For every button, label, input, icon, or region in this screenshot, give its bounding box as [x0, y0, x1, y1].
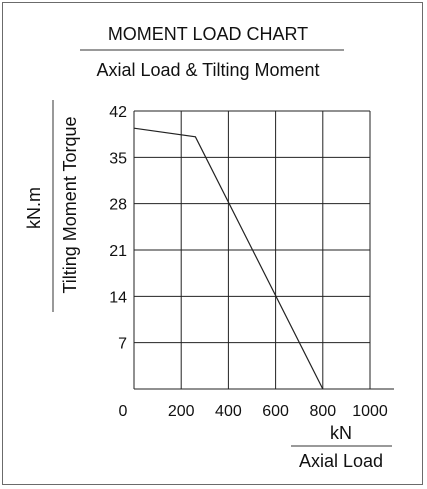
chart-title: MOMENT LOAD CHART	[108, 24, 308, 44]
y-tick-label-1: 14	[109, 289, 127, 306]
tick-labels: 0 200 400 600 800 1000 7 14 21 28 35 42	[109, 104, 388, 420]
x-tick-label-5: 1000	[352, 403, 388, 420]
y-axis-unit-label: kN.m	[24, 187, 44, 229]
y-tick-label-3: 28	[109, 197, 127, 214]
x-tick-label-0: 0	[119, 403, 128, 420]
chart-frame	[2, 2, 423, 485]
x-axis-unit-label: kN	[330, 423, 352, 443]
y-axis-title: Tilting Moment Torque	[60, 116, 80, 293]
series-group	[133, 127, 324, 390]
series-line-0	[133, 127, 324, 390]
y-tick-label-4: 35	[109, 150, 127, 167]
x-tick-label-2: 400	[215, 403, 242, 420]
y-tick-label-2: 21	[109, 243, 127, 260]
y-tick-label-5: 42	[109, 104, 127, 121]
y-tick-label-0: 7	[118, 336, 127, 353]
x-tick-label-3: 600	[262, 403, 289, 420]
chart-subtitle: Axial Load & Tilting Moment	[96, 60, 319, 80]
x-tick-label-4: 800	[309, 403, 336, 420]
grid	[133, 110, 394, 390]
x-axis-title: Axial Load	[299, 451, 383, 471]
x-tick-label-1: 200	[168, 403, 195, 420]
